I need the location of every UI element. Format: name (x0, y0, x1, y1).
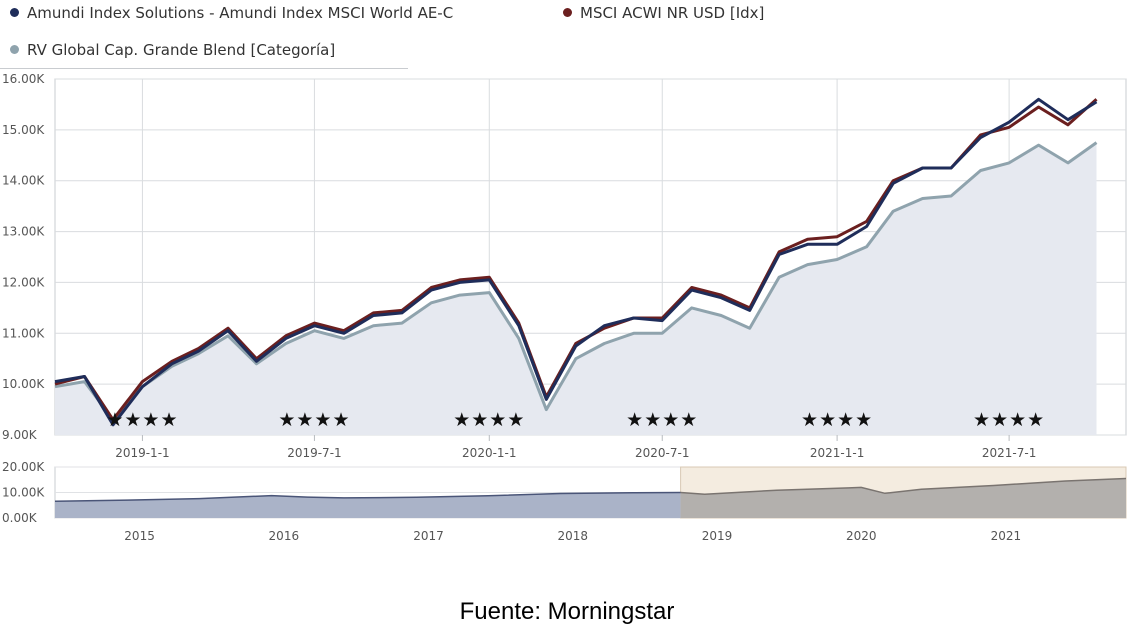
rating-stars-icon: ★★★★ (278, 409, 350, 431)
navigator-x-tick-label: 2021 (991, 529, 1022, 543)
rating-stars-icon: ★★★★ (106, 409, 178, 431)
navigator-history-line (54, 491, 681, 502)
navigator-x-tick-label: 2020 (846, 529, 877, 543)
legend-dot-icon (10, 8, 19, 17)
navigator-x-tick-label: 2019 (702, 529, 733, 543)
chart-legend: Amundi Index Solutions - Amundi Index MS… (10, 0, 764, 70)
x-tick-label: 2021-7-1 (982, 446, 1036, 460)
navigator-y-tick-label: 0.00K (2, 511, 38, 525)
legend-dot-icon (10, 45, 19, 54)
y-tick-label: 13.00K (2, 225, 45, 239)
rating-stars-icon: ★★★★ (453, 409, 525, 431)
category-series-line (54, 141, 1098, 422)
x-tick-label: 2021-1-1 (810, 446, 864, 460)
navigator-y-tick-label: 10.00K (2, 486, 45, 500)
navigator-x-tick-label: 2015 (124, 529, 155, 543)
legend-divider (0, 68, 408, 69)
y-tick-label: 9.00K (2, 428, 38, 442)
performance-chart: 9.00K 10.00K 11.00K 12.00K 13.00K 14.00K 15.00… (2, 72, 1127, 543)
navigator-selected-line (680, 477, 1127, 496)
y-tick-label: 10.00K (2, 377, 45, 391)
legend-label: RV Global Cap. Grande Blend [Categoría] (27, 41, 336, 59)
legend-item-category[interactable]: RV Global Cap. Grande Blend [Categoría] (10, 41, 335, 59)
navigator-y-tick-label: 20.00K (2, 460, 45, 474)
rating-stars-icon: ★★★★ (626, 409, 698, 431)
y-tick-label: 14.00K (2, 174, 45, 188)
legend-item-index[interactable]: MSCI ACWI NR USD [Idx] (563, 4, 764, 22)
x-tick-label: 2019-7-1 (287, 446, 341, 460)
y-tick-label: 11.00K (2, 326, 45, 340)
source-caption: Fuente: Morningstar (459, 598, 675, 625)
navigator-history-area (55, 492, 681, 518)
y-tick-label: 12.00K (2, 275, 45, 289)
y-tick-label: 16.00K (2, 72, 45, 86)
legend-label: MSCI ACWI NR USD [Idx] (580, 4, 765, 22)
legend-label: Amundi Index Solutions - Amundi Index MS… (27, 4, 454, 22)
navigator-x-tick-label: 2017 (413, 529, 444, 543)
legend-item-fund[interactable]: Amundi Index Solutions - Amundi Index MS… (10, 4, 453, 22)
rating-stars-icon: ★★★★ (973, 409, 1045, 431)
fund-series-line (54, 97, 1098, 427)
navigator-x-tick-label: 2018 (557, 529, 588, 543)
x-tick-label: 2020-7-1 (635, 446, 689, 460)
y-tick-label: 15.00K (2, 123, 45, 137)
x-tick-label: 2020-1-1 (462, 446, 516, 460)
category-area-fill (55, 142, 1097, 435)
navigator-selected-area (680, 478, 1126, 518)
navigator-x-tick-label: 2016 (269, 529, 300, 543)
legend-dot-icon (563, 8, 572, 17)
rating-stars-icon: ★★★★ (801, 409, 873, 431)
x-tick-label: 2019-1-1 (115, 446, 169, 460)
